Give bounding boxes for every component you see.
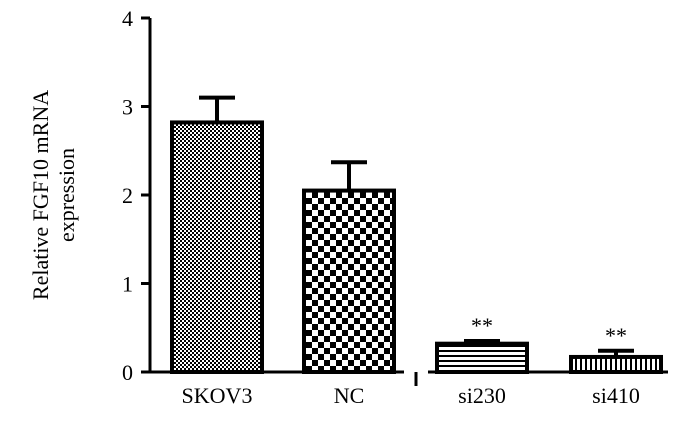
x-tick-label: si410 [592,383,640,408]
y-tick-label: 3 [122,95,133,120]
x-tick-label: si230 [458,383,506,408]
y-tick-label: 0 [122,360,133,385]
y-tick-label: 2 [122,183,133,208]
y-tick-label: 4 [122,6,133,31]
x-tick-label: SKOV3 [182,383,253,408]
bar [302,188,396,374]
significance-label: ** [471,313,493,338]
y-axis-label: Relative FGF10 mRNA expression [28,90,79,300]
y-tick-label: 1 [122,272,133,297]
y-axis-label-line-2: expression [54,148,79,242]
bar [435,341,529,374]
bar [569,354,663,374]
bars [170,95,663,375]
bar [170,120,264,375]
significance-label: ** [605,323,627,348]
x-tick-label: NC [334,383,365,408]
y-axis-label-line-1: Relative FGF10 mRNA [28,90,53,300]
labels: SKOV3 NC ** si230 ** si410 [182,313,640,408]
